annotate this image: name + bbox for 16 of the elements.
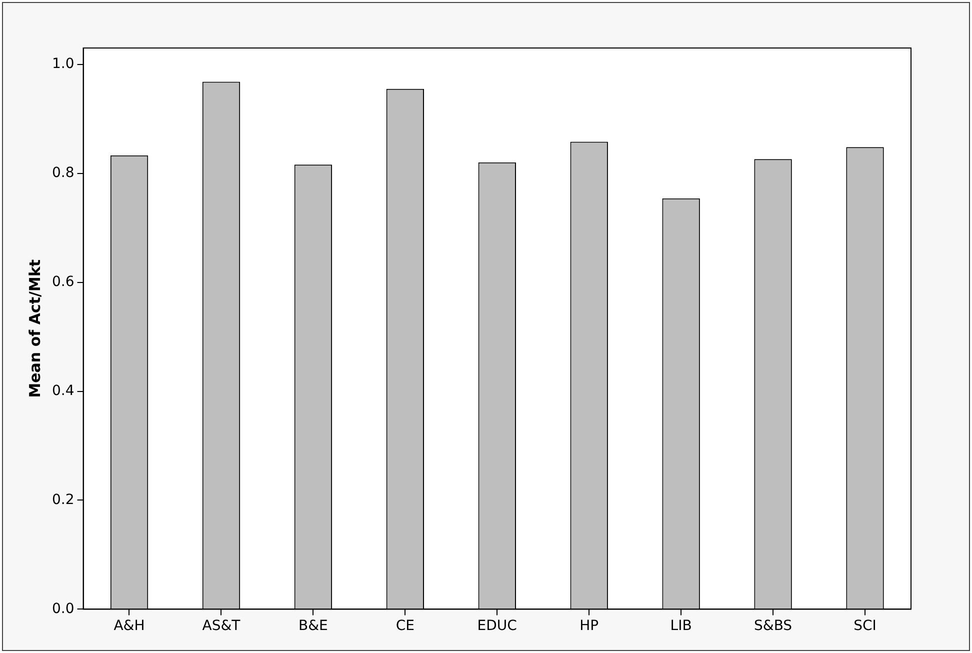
x-tick-label: HP <box>580 618 599 634</box>
y-tick-label: 0.0 <box>52 600 74 617</box>
y-tick-label: 0.2 <box>52 492 74 508</box>
x-tick-label: CE <box>396 618 414 634</box>
x-tick-label: AS&T <box>202 618 241 634</box>
y-tick-label: 0.4 <box>52 382 74 399</box>
x-tick-label: EDUC <box>477 618 518 634</box>
y-tick-label: 1.0 <box>52 56 74 72</box>
x-tick-label: LIB <box>670 618 692 634</box>
y-axis-title: Mean of Act/Mkt <box>26 259 44 398</box>
x-tick-label: S&BS <box>754 618 792 634</box>
x-tick-label: B&E <box>298 618 328 634</box>
x-tick-label: SCI <box>854 618 876 634</box>
x-tick-label: A&H <box>114 618 145 634</box>
y-tick-label: 0.8 <box>52 164 74 181</box>
y-tick-label: 0.6 <box>52 274 74 290</box>
